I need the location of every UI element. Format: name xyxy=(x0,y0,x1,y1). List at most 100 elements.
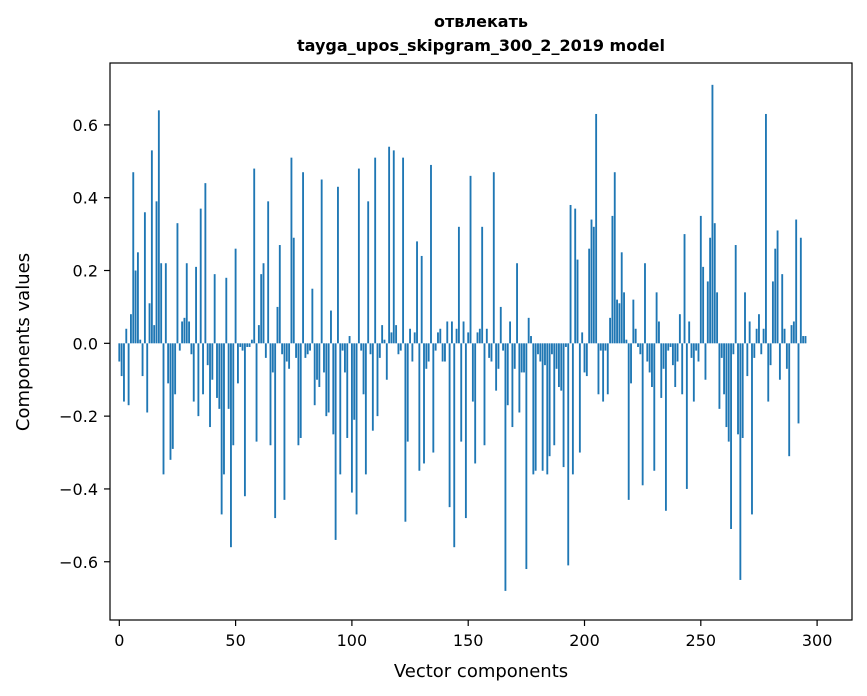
bar-253 xyxy=(706,281,709,344)
bar-295 xyxy=(804,336,807,344)
bar-97 xyxy=(344,343,346,373)
bar-149 xyxy=(464,343,467,519)
bar-179 xyxy=(534,343,537,471)
y-axis-label: Components values xyxy=(13,253,34,431)
bar-289 xyxy=(790,325,793,344)
bar-224 xyxy=(639,343,642,355)
bar-140 xyxy=(444,343,446,362)
bar-212 xyxy=(611,215,614,344)
bar-281 xyxy=(771,281,774,344)
bar-141 xyxy=(446,321,449,344)
bar-211 xyxy=(609,317,612,344)
bar-143 xyxy=(450,321,453,344)
bar-160 xyxy=(490,343,493,362)
bar-213 xyxy=(613,172,616,344)
bar-30 xyxy=(188,321,191,344)
bar-152 xyxy=(471,343,474,402)
bar-216 xyxy=(620,252,623,344)
bar-92 xyxy=(332,343,335,435)
bar-193 xyxy=(567,343,570,566)
bar-116 xyxy=(388,146,391,344)
bar-233 xyxy=(660,343,663,398)
bar-125 xyxy=(409,328,411,344)
bar-117 xyxy=(390,332,393,344)
bar-230 xyxy=(653,343,656,471)
bar-191 xyxy=(562,343,565,468)
y-tick-label: 0.2 xyxy=(73,262,98,281)
bar-227 xyxy=(646,343,649,362)
bar-255 xyxy=(711,84,714,344)
x-tick-label: 250 xyxy=(686,631,717,650)
bar-294 xyxy=(802,336,805,344)
bar-80 xyxy=(304,343,307,358)
bar-276 xyxy=(760,343,763,355)
bar-250 xyxy=(699,215,702,344)
bar-42 xyxy=(216,343,218,398)
bar-17 xyxy=(157,110,160,344)
bar-146 xyxy=(457,226,460,344)
bar-18 xyxy=(160,263,163,344)
bar-34 xyxy=(197,343,200,417)
bar-126 xyxy=(411,343,414,362)
bar-138 xyxy=(439,328,442,344)
bar-67 xyxy=(274,343,277,519)
bar-251 xyxy=(702,266,705,344)
bar-252 xyxy=(704,343,707,380)
bar-269 xyxy=(744,292,746,344)
bar-164 xyxy=(499,306,502,344)
bar-8 xyxy=(136,252,139,344)
bar-235 xyxy=(664,343,667,511)
bar-280 xyxy=(769,343,772,366)
x-tick-label: 0 xyxy=(114,631,124,650)
bar-279 xyxy=(767,343,770,402)
plot-frame xyxy=(109,62,853,621)
bar-241 xyxy=(678,314,681,344)
bar-95 xyxy=(339,343,342,475)
bar-39 xyxy=(209,343,211,428)
bar-130 xyxy=(420,255,423,344)
bar-27 xyxy=(181,321,184,344)
bar-32 xyxy=(192,343,195,402)
bar-54 xyxy=(243,343,246,497)
bar-24 xyxy=(174,343,177,395)
bar-208 xyxy=(602,343,605,402)
bar-156 xyxy=(481,226,484,344)
bar-286 xyxy=(783,328,786,344)
bar-135 xyxy=(432,343,435,453)
chart-title: отвлекать xyxy=(434,12,528,31)
bar-172 xyxy=(518,343,521,413)
bar-202 xyxy=(588,248,591,344)
bar-148 xyxy=(462,321,465,344)
bar-291 xyxy=(795,219,798,344)
bar-98 xyxy=(346,343,349,438)
bar-195 xyxy=(571,343,574,475)
bar-272 xyxy=(751,343,753,515)
bar-186 xyxy=(551,343,553,355)
bar-185 xyxy=(548,343,551,457)
bar-115 xyxy=(385,343,388,380)
bar-239 xyxy=(674,343,677,388)
bar-110 xyxy=(374,157,377,344)
bar-240 xyxy=(676,343,679,362)
bar-178 xyxy=(532,343,535,475)
bar-16 xyxy=(155,201,158,344)
bar-5 xyxy=(130,314,132,344)
bar-205 xyxy=(595,113,598,344)
bar-108 xyxy=(369,343,372,355)
bar-168 xyxy=(509,321,511,344)
bar-79 xyxy=(302,172,304,344)
bar-237 xyxy=(669,343,672,347)
bar-181 xyxy=(539,343,542,362)
bar-188 xyxy=(555,343,558,369)
bar-96 xyxy=(341,343,344,351)
bar-78 xyxy=(299,343,302,438)
bar-72 xyxy=(285,343,288,362)
bar-242 xyxy=(681,343,684,395)
bar-218 xyxy=(625,339,628,344)
bar-9 xyxy=(139,339,142,344)
bar-11 xyxy=(143,212,146,344)
bar-234 xyxy=(662,343,665,369)
bar-207 xyxy=(599,343,602,351)
bar-99 xyxy=(348,336,351,344)
bar-50 xyxy=(234,248,237,344)
